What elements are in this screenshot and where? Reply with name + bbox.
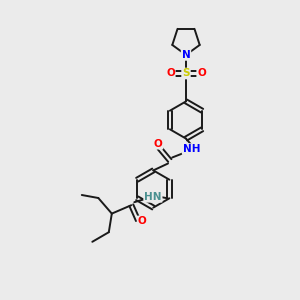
Text: NH: NH (183, 144, 200, 154)
Text: O: O (166, 68, 175, 79)
Text: O: O (138, 216, 146, 226)
Text: S: S (182, 68, 190, 79)
Text: O: O (197, 68, 206, 79)
Text: HN: HN (144, 192, 162, 202)
Text: O: O (154, 139, 163, 149)
Text: N: N (182, 50, 190, 60)
